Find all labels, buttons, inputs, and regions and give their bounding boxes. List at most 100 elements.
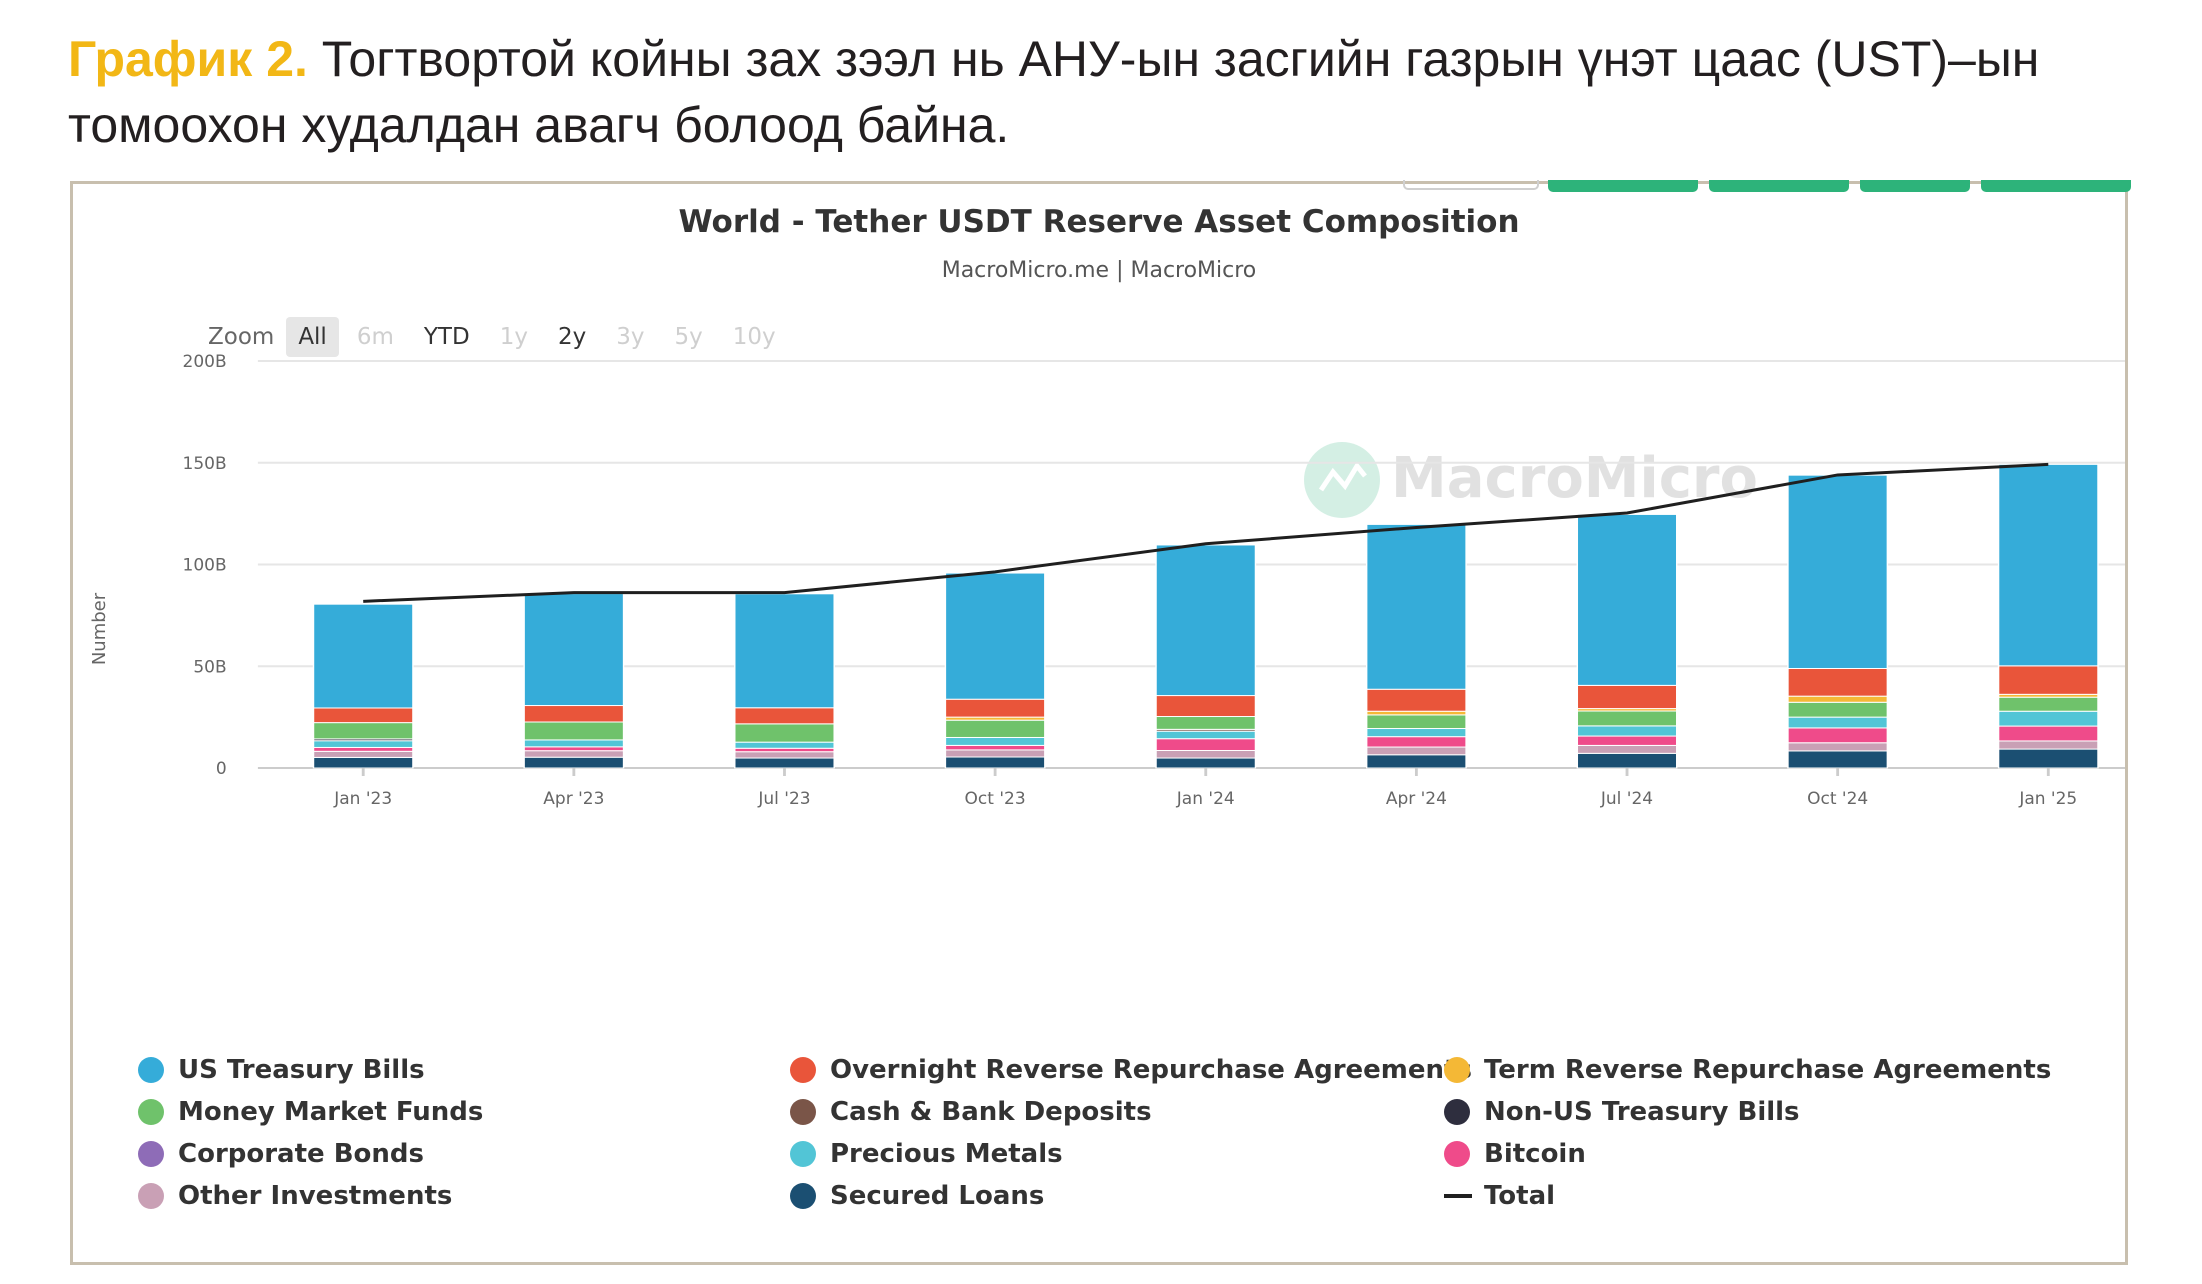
zoom-10y-button[interactable]: 10y <box>732 324 776 350</box>
legend-dot-icon <box>790 1141 816 1167</box>
chart-title: World - Tether USDT Reserve Asset Compos… <box>678 204 1520 240</box>
bar-segment <box>312 707 414 724</box>
zoom-all-button[interactable]: All <box>286 317 339 357</box>
chart-frame: World - Tether USDT Reserve Asset Compos… <box>70 180 2131 1265</box>
bar-segment <box>1576 710 1678 727</box>
legend-label: Other Investments <box>178 1181 453 1211</box>
bar-segment <box>1365 746 1467 756</box>
bar-segment <box>1365 523 1467 690</box>
bar-segment <box>734 593 835 709</box>
legend-item[interactable]: Precious Metals <box>790 1134 1063 1174</box>
legend-dot-icon <box>1444 1057 1470 1083</box>
legend-item[interactable]: US Treasury Bills <box>138 1050 425 1090</box>
toolbar-button[interactable] <box>1981 180 2131 192</box>
legend-item[interactable]: Total <box>1444 1176 1555 1216</box>
total-line <box>363 464 2048 601</box>
bar-segment <box>1997 696 2099 712</box>
legend-label: Bitcoin <box>1484 1139 1586 1169</box>
x-tick-label: Jul '23 <box>757 789 810 809</box>
watermark-text: MacroMicro <box>1391 446 1758 511</box>
x-tick-label: Jan '25 <box>2018 789 2077 809</box>
toolbar-button-outline[interactable] <box>1403 180 1539 190</box>
zoom-5y-button[interactable]: 5y <box>674 324 703 350</box>
x-tick-label: Apr '23 <box>543 789 604 809</box>
bar-segment <box>734 707 835 725</box>
bar-segment <box>1997 665 2099 695</box>
bar-segment <box>523 750 625 758</box>
zoom-3y-button[interactable]: 3y <box>616 324 645 350</box>
bar-segment <box>944 749 1046 758</box>
bar-segment <box>1365 688 1467 712</box>
bar-segment <box>1997 740 2099 750</box>
bar-segment <box>734 751 835 759</box>
zoom-1y-button[interactable]: 1y <box>499 324 528 350</box>
bar-segment <box>1365 710 1467 716</box>
bar-segment <box>1155 738 1257 751</box>
legend-item[interactable]: Cash & Bank Deposits <box>790 1092 1152 1132</box>
legend-item[interactable]: Corporate Bonds <box>138 1134 424 1174</box>
zoom-6m-button[interactable]: 6m <box>356 324 394 350</box>
bar-segment <box>523 721 625 741</box>
zoom-ytd-button[interactable]: YTD <box>423 324 470 350</box>
bar-segment <box>1576 725 1678 737</box>
zoom-bar: Zoom All 6m YTD 1y 2y 3y 5y 10y <box>208 314 794 360</box>
zoom-2y-button[interactable]: 2y <box>557 324 587 350</box>
watermark-logo-icon <box>1304 442 1380 518</box>
legend-label: Precious Metals <box>830 1139 1063 1169</box>
bar-segment <box>1576 735 1678 746</box>
bar-segment <box>734 747 835 753</box>
bar-segment <box>944 756 1046 769</box>
chart-subtitle: MacroMicro.me | MacroMicro <box>941 258 1257 283</box>
legend-item[interactable]: Bitcoin <box>1444 1134 1586 1174</box>
y-tick-label: 100B <box>183 556 227 576</box>
legend-label: US Treasury Bills <box>178 1055 425 1085</box>
bar-segment <box>1997 748 2099 769</box>
legend-label: Total <box>1484 1181 1556 1211</box>
legend-label: Term Reverse Repurchase Agreements <box>1484 1055 2052 1085</box>
legend-dot-icon <box>790 1099 816 1125</box>
legend-item[interactable]: Money Market Funds <box>138 1092 483 1132</box>
bar-segment <box>312 750 414 758</box>
legend-item[interactable]: Overnight Reverse Repurchase Agreements <box>790 1050 1472 1090</box>
legend-dot-icon <box>138 1057 164 1083</box>
bar-segment <box>523 756 625 769</box>
legend-item[interactable]: Term Reverse Repurchase Agreements <box>1444 1050 2051 1090</box>
legend-dot-icon <box>1444 1099 1470 1125</box>
figure-number: График 2. <box>68 31 308 87</box>
bar-segment <box>944 572 1046 700</box>
legend-dot-icon <box>138 1099 164 1125</box>
y-tick-label: 50B <box>193 657 226 677</box>
bar-segment <box>1365 754 1467 769</box>
toolbar-button[interactable] <box>1860 180 1970 192</box>
bar-segment <box>1155 695 1257 718</box>
watermark-logo-mark <box>1318 461 1367 492</box>
bar-segment <box>944 698 1046 718</box>
bar-segment <box>1576 513 1678 686</box>
bar-segment <box>734 757 835 769</box>
toolbar-button[interactable] <box>1709 180 1849 192</box>
bar-segment <box>1997 463 2099 667</box>
y-axis-label: Number <box>89 592 110 665</box>
bar-segment <box>1576 744 1678 754</box>
legend-label: Corporate Bonds <box>178 1139 424 1169</box>
x-tick-label: Apr '24 <box>1386 789 1447 809</box>
bar-segment <box>1787 667 1889 697</box>
legend-label: Overnight Reverse Repurchase Agreements <box>830 1055 1472 1085</box>
bar-segment <box>734 741 835 749</box>
bar-segment <box>944 744 1046 751</box>
bar-segment <box>1787 742 1889 752</box>
bar-segment <box>523 705 625 723</box>
bar-segment <box>734 723 835 743</box>
y-tick-label: 0 <box>216 759 227 779</box>
bar-segment <box>1787 716 1889 729</box>
bar-segment <box>1155 749 1257 759</box>
legend-label: Cash & Bank Deposits <box>830 1097 1152 1127</box>
legend-item[interactable]: Secured Loans <box>790 1176 1044 1216</box>
legend-item[interactable]: Other Investments <box>138 1176 452 1216</box>
legend-dot-icon <box>138 1183 164 1209</box>
legend-dot-icon <box>1444 1141 1470 1167</box>
x-tick-label: Oct '23 <box>965 789 1026 809</box>
bar-segment <box>1787 695 1889 703</box>
toolbar-button[interactable] <box>1548 180 1698 192</box>
legend-item[interactable]: Non-US Treasury Bills <box>1444 1092 1800 1132</box>
